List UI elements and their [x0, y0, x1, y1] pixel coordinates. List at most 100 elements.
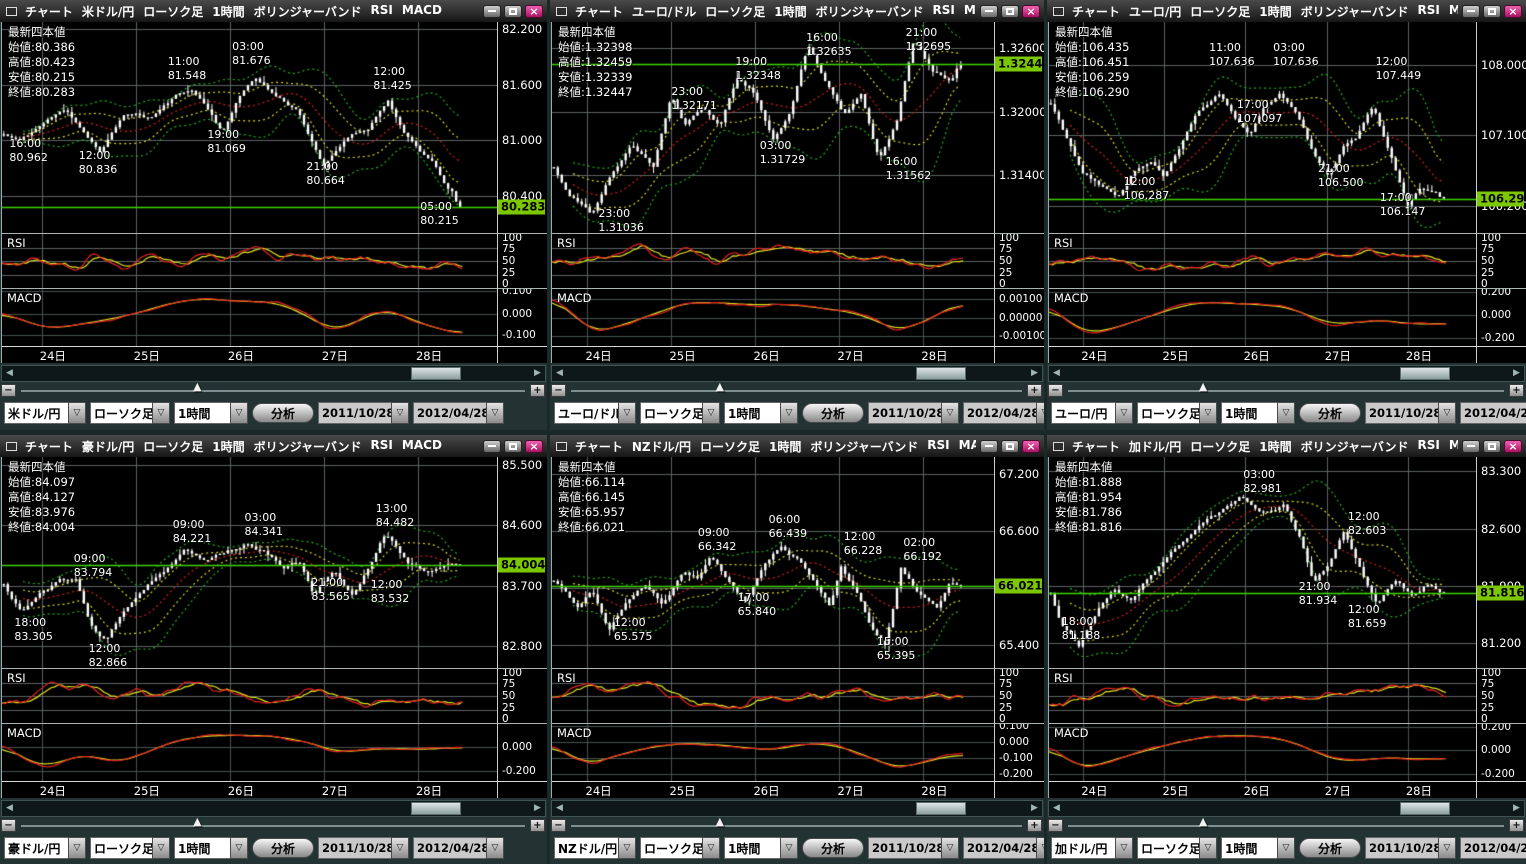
- scrollbar-thumb[interactable]: [916, 802, 966, 815]
- date-from-arrow[interactable]: ▽: [941, 837, 959, 859]
- rsi-pane[interactable]: RSI: [552, 233, 994, 288]
- close-button[interactable]: ×: [1022, 439, 1040, 453]
- pair-select-value[interactable]: NZドル/円: [554, 837, 618, 859]
- timeframe-value[interactable]: 1時間: [724, 402, 780, 424]
- date-from-value[interactable]: 2011/10/28: [868, 837, 941, 859]
- price-chart-plot[interactable]: 最新四本値 始値:80.386 高値:80.423 安値:80.215 終値:8…: [2, 22, 497, 233]
- close-button[interactable]: ×: [1504, 4, 1522, 18]
- chart-scrollbar[interactable]: ◀ ▶: [551, 365, 1043, 382]
- candle-type-select[interactable]: ローソク足 ▽: [640, 402, 720, 424]
- date-from-select[interactable]: 2011/10/28 ▽: [1365, 837, 1456, 859]
- candle-type-value[interactable]: ローソク足: [640, 837, 702, 859]
- zoom-in-button[interactable]: +: [1027, 384, 1042, 397]
- pair-select[interactable]: NZドル/円 ▽: [554, 837, 636, 859]
- window-menu-icon[interactable]: [1053, 441, 1064, 451]
- candle-type-arrow[interactable]: ▽: [1199, 837, 1217, 859]
- date-from-select[interactable]: 2011/10/28 ▽: [318, 402, 409, 424]
- date-to-arrow[interactable]: ▽: [486, 837, 504, 859]
- pair-select-arrow[interactable]: ▽: [618, 837, 636, 859]
- scroll-left-icon[interactable]: ◀: [6, 803, 13, 813]
- timeframe-select[interactable]: 1時間 ▽: [1221, 402, 1295, 424]
- pair-select[interactable]: 豪ドル/円 ▽: [4, 837, 86, 859]
- analyze-button[interactable]: 分析: [252, 838, 314, 858]
- date-from-select[interactable]: 2011/10/28 ▽: [318, 837, 409, 859]
- window-menu-icon[interactable]: [556, 6, 567, 16]
- window-menu-icon[interactable]: [6, 6, 17, 16]
- macd-canvas[interactable]: [552, 724, 994, 781]
- price-chart-plot[interactable]: 最新四本値 始値:81.888 高値:81.954 安値:81.786 終値:8…: [1049, 457, 1476, 668]
- macd-pane[interactable]: MACD: [552, 288, 994, 346]
- candle-type-select[interactable]: ローソク足 ▽: [90, 837, 170, 859]
- zoom-slider-thumb[interactable]: ▲: [715, 379, 725, 393]
- timeframe-value[interactable]: 1時間: [174, 837, 230, 859]
- date-to-select[interactable]: 2012/04/28 ▽: [963, 402, 1044, 424]
- pair-select-arrow[interactable]: ▽: [1115, 402, 1133, 424]
- rsi-canvas[interactable]: [552, 669, 994, 723]
- scrollbar-thumb[interactable]: [916, 367, 966, 380]
- window-titlebar[interactable]: チャート ユーロ/ドル ローソク足 1時間 ボリンジャーバンド RSI MACD…: [550, 0, 1044, 22]
- date-to-value[interactable]: 2012/04/28: [413, 402, 486, 424]
- scroll-right-icon[interactable]: ▶: [1513, 368, 1520, 378]
- date-from-select[interactable]: 2011/10/28 ▽: [868, 402, 959, 424]
- scrollbar-thumb[interactable]: [411, 367, 461, 380]
- pair-select-arrow[interactable]: ▽: [68, 837, 86, 859]
- maximize-button[interactable]: [1001, 4, 1019, 18]
- maximize-button[interactable]: [1001, 439, 1019, 453]
- rsi-canvas[interactable]: [1049, 669, 1476, 723]
- scrollbar-thumb[interactable]: [1400, 802, 1450, 815]
- timeframe-arrow[interactable]: ▽: [780, 837, 798, 859]
- rsi-pane[interactable]: RSI: [552, 668, 994, 723]
- candle-type-value[interactable]: ローソク足: [1137, 402, 1199, 424]
- date-from-arrow[interactable]: ▽: [1438, 402, 1456, 424]
- candle-type-arrow[interactable]: ▽: [702, 402, 720, 424]
- analyze-button[interactable]: 分析: [1299, 403, 1361, 423]
- window-titlebar[interactable]: チャート 加ドル/円 ローソク足 1時間 ボリンジャーバンド RSI MACD …: [1047, 435, 1526, 457]
- date-to-value[interactable]: 2012/04/28: [963, 837, 1036, 859]
- zoom-out-button[interactable]: −: [1048, 384, 1063, 397]
- date-from-arrow[interactable]: ▽: [1438, 837, 1456, 859]
- date-from-arrow[interactable]: ▽: [391, 402, 409, 424]
- pair-select-value[interactable]: 加ドル/円: [1051, 837, 1115, 859]
- macd-pane[interactable]: MACD: [1049, 723, 1476, 781]
- zoom-in-button[interactable]: +: [530, 384, 545, 397]
- timeframe-arrow[interactable]: ▽: [1277, 837, 1295, 859]
- candle-type-value[interactable]: ローソク足: [90, 402, 152, 424]
- macd-pane[interactable]: MACD: [1049, 288, 1476, 346]
- candle-type-value[interactable]: ローソク足: [1137, 837, 1199, 859]
- candle-type-arrow[interactable]: ▽: [152, 837, 170, 859]
- zoom-slider-track[interactable]: ▲: [21, 816, 525, 827]
- zoom-slider-track[interactable]: ▲: [571, 381, 1022, 392]
- date-to-select[interactable]: 2012/04/28 ▽: [413, 402, 504, 424]
- zoom-out-button[interactable]: −: [1, 819, 16, 832]
- candle-type-value[interactable]: ローソク足: [90, 837, 152, 859]
- timeframe-value[interactable]: 1時間: [1221, 837, 1277, 859]
- zoom-out-button[interactable]: −: [551, 384, 566, 397]
- macd-canvas[interactable]: [1049, 289, 1476, 346]
- zoom-in-button[interactable]: +: [1027, 819, 1042, 832]
- timeframe-select[interactable]: 1時間 ▽: [174, 402, 248, 424]
- rsi-pane[interactable]: RSI: [2, 233, 497, 288]
- pair-select[interactable]: 加ドル/円 ▽: [1051, 837, 1133, 859]
- zoom-slider-track[interactable]: ▲: [1068, 816, 1504, 827]
- pair-select[interactable]: ユーロ/ドル ▽: [554, 402, 636, 424]
- date-to-value[interactable]: 2012/04/28: [1460, 402, 1526, 424]
- timeframe-select[interactable]: 1時間 ▽: [724, 837, 798, 859]
- pair-select-value[interactable]: 米ドル/円: [4, 402, 68, 424]
- scroll-right-icon[interactable]: ▶: [1513, 803, 1520, 813]
- zoom-in-button[interactable]: +: [1509, 384, 1524, 397]
- minimize-button[interactable]: [1462, 439, 1480, 453]
- candle-type-select[interactable]: ローソク足 ▽: [1137, 837, 1217, 859]
- analyze-button[interactable]: 分析: [802, 403, 864, 423]
- scroll-left-icon[interactable]: ◀: [1053, 803, 1060, 813]
- maximize-button[interactable]: [504, 439, 522, 453]
- minimize-button[interactable]: [1462, 4, 1480, 18]
- zoom-slider-track[interactable]: ▲: [1068, 381, 1504, 392]
- rsi-canvas[interactable]: [2, 669, 497, 723]
- macd-pane[interactable]: MACD: [552, 723, 994, 781]
- candle-type-arrow[interactable]: ▽: [152, 402, 170, 424]
- pair-select-value[interactable]: ユーロ/円: [1051, 402, 1115, 424]
- scroll-left-icon[interactable]: ◀: [556, 803, 563, 813]
- minimize-button[interactable]: [483, 4, 501, 18]
- window-titlebar[interactable]: チャート 米ドル/円 ローソク足 1時間 ボリンジャーバンド RSI MACD …: [0, 0, 547, 22]
- chart-scrollbar[interactable]: ◀ ▶: [1048, 800, 1525, 817]
